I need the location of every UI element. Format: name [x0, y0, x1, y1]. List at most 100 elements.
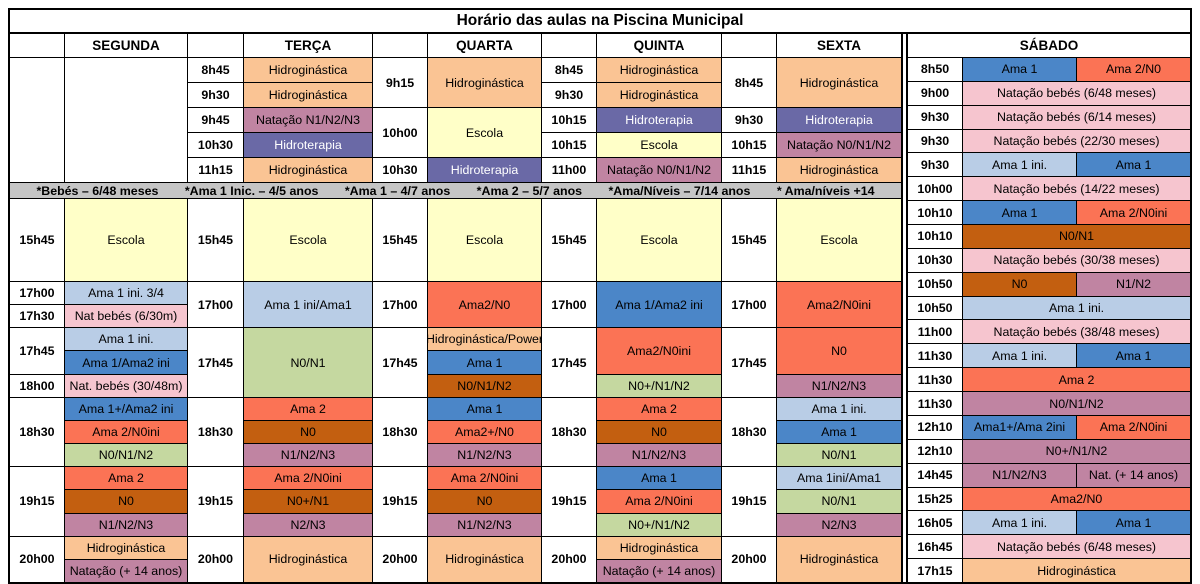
time-cell: 16h05: [908, 511, 962, 535]
time-cell: 18h30: [373, 397, 427, 467]
activity-cell: Ama 1: [597, 467, 721, 490]
activity-cell: Ama 2/N0ini: [1077, 201, 1190, 225]
saturday-activity-row: N0/N1: [963, 225, 1190, 248]
activity-cell: Natação (+ 14 anos): [597, 559, 721, 582]
time-cell: 10h30: [373, 158, 427, 182]
activity-cell: Hidroterapia: [597, 108, 721, 132]
activity-cell: N0: [65, 490, 187, 513]
activity-cell: Hidroginástica: [428, 58, 541, 107]
activity-cell: Ama2/N0ini: [597, 328, 721, 374]
time-cell: 12h10: [908, 415, 962, 439]
time-cell: 19h15: [542, 467, 596, 536]
activity-cell: Escola: [428, 108, 541, 157]
activity-cell: Ama 1 ini.: [963, 511, 1076, 535]
time-cell: 12h10: [908, 439, 962, 463]
time-cell: 15h45: [188, 199, 243, 281]
saturday-activity-row: N0+/N1/N2: [963, 439, 1190, 463]
activity-cell: Hidroginástica: [597, 536, 721, 559]
time-cell: 17h00: [542, 282, 596, 328]
schedule-table: Horário das aulas na Piscina Municipal S…: [8, 8, 1192, 584]
time-cell: 10h15: [542, 133, 596, 157]
saturday-activity-row: Hidroginástica: [963, 559, 1190, 582]
time-cell: 8h45: [188, 58, 243, 82]
activity-cell: Hidroginástica: [777, 536, 901, 582]
day-header: SEXTA: [777, 34, 901, 57]
activity-cell: N0: [428, 490, 541, 513]
activity-cell: Ama 1ini/Ama1: [777, 467, 901, 490]
time-cell: 20h00: [373, 536, 427, 582]
activity-cell: Ama 1 ini/Ama1: [244, 282, 372, 328]
activity-cell: N0: [963, 272, 1076, 296]
day-header-spacer: [188, 34, 243, 57]
activity-cell: Escola: [428, 199, 541, 281]
day-header-spacer: [373, 34, 427, 57]
time-cell: 9h30: [722, 108, 776, 132]
activity-cell: Ama 1: [777, 420, 901, 444]
activity-cell: N0: [244, 420, 372, 444]
weekday-grid: SEGUNDA TERÇA QUARTA QUINTA SEXTA *Bebés – 6/…: [10, 34, 903, 582]
time-cell: 9h30: [908, 105, 962, 129]
time-cell: 10h10: [908, 225, 962, 248]
time-cell: 18h00: [10, 374, 64, 397]
activity-cell: Ama 2/N0: [1077, 58, 1190, 81]
activity-cell: Hidroginástica: [597, 83, 721, 107]
time-cell: 11h00: [908, 320, 962, 344]
time-cell: 17h00: [722, 282, 776, 328]
activity-cell: Natação N1/N2/N3: [244, 108, 372, 132]
activity-cell: Natação (+ 14 anos): [65, 559, 187, 582]
activity-cell: Ama 1 ini. 3/4: [65, 282, 187, 305]
activity-cell: N0: [777, 328, 901, 374]
saturday-activity-row: Natação bebés (6/48 meses): [963, 535, 1190, 559]
activity-cell: Natação bebés (6/14 meses): [963, 105, 1190, 129]
activity-cell: Ama 2: [597, 397, 721, 420]
activity-cell: Hidroterapia: [777, 108, 901, 132]
time-cell: 10h00: [373, 108, 427, 157]
activity-cell: N1/N2/N3: [777, 374, 901, 397]
activity-cell: Ama 2/N0ini: [244, 467, 372, 490]
time-cell: 15h25: [908, 487, 962, 511]
saturday-activity-row: Natação bebés (6/14 meses): [963, 105, 1190, 129]
activity-cell: Ama2/N0ini: [777, 282, 901, 328]
time-cell: 10h00: [908, 177, 962, 201]
time-cell: 9h45: [188, 108, 243, 132]
time-cell: 17h00: [10, 282, 64, 305]
activity-cell: Hidroginástica: [777, 158, 901, 182]
time-cell: 10h30: [188, 133, 243, 157]
activity-cell: N0/N1: [963, 225, 1190, 248]
activity-cell: Hidroginástica/Power: [428, 328, 541, 351]
saturday-activity-row: Ama 1 Ama 2/N0: [963, 58, 1190, 81]
activity-cell: Natação bebés (30/38 meses): [963, 248, 1190, 272]
saturday-activity-row: Natação bebés (30/38 meses): [963, 248, 1190, 272]
day-header: QUARTA: [428, 34, 541, 57]
activity-cell: Ama 1+/Ama2 ini: [65, 397, 187, 420]
saturday-activity-row: Ama 1 Ama 2/N0ini: [963, 201, 1190, 225]
activity-cell: N0/N1/N2: [65, 444, 187, 467]
time-cell: 18h30: [542, 397, 596, 467]
legend-item: *Ama 1 Inic. – 4/5 anos: [184, 183, 319, 198]
activity-cell: Ama 1/Ama2 ini: [65, 351, 187, 374]
time-cell: 9h30: [542, 83, 596, 107]
legend-item: *Bebés – 6/48 meses: [36, 183, 159, 198]
activity-cell: Ama 2: [65, 467, 187, 490]
time-cell: 20h00: [10, 536, 64, 582]
activity-cell: Escola: [244, 199, 372, 281]
activity-cell: Hidroginástica: [244, 158, 372, 182]
activity-cell: Ama 1/Ama2 ini: [597, 282, 721, 328]
time-cell: 16h45: [908, 535, 962, 559]
time-cell: 20h00: [542, 536, 596, 582]
time-cell: 15h45: [542, 199, 596, 281]
activity-cell: N1/N2/N3: [963, 463, 1076, 487]
activity-cell: Ama2/N0: [963, 487, 1190, 511]
activity-cell: Nat. (+ 14 anos): [1077, 463, 1190, 487]
legend-item: * Ama/níveis +14: [776, 183, 875, 198]
time-cell: 17h45: [722, 328, 776, 397]
time-cell: 10h50: [908, 272, 962, 296]
time-cell: 9h00: [908, 81, 962, 105]
time-cell: 11h15: [188, 158, 243, 182]
saturday-activity-row: N0 N1/N2: [963, 272, 1190, 296]
saturday-activity-row: Ama1+/Ama 2ini Ama 2/N0ini: [963, 415, 1190, 439]
time-cell: 9h30: [908, 153, 962, 177]
activity-cell: Natação bebés (38/48 meses): [963, 320, 1190, 344]
activity-cell: N0: [597, 420, 721, 444]
time-cell: 17h45: [10, 328, 64, 374]
